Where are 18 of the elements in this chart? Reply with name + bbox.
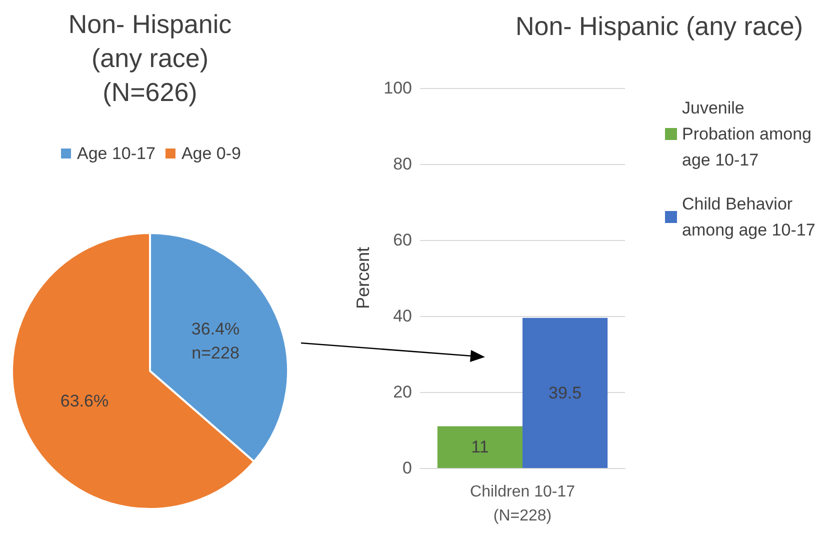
y-tick-label: 0 (402, 458, 412, 478)
legend-label: Juvenile Probation among age 10-17 (682, 98, 816, 170)
legend-label: Child Behavior among age 10-17 (682, 194, 816, 240)
chart-title: Non- Hispanic (any race) (515, 11, 804, 41)
y-axis-title: Percent (353, 246, 373, 310)
chart-title: Non- Hispanic (any race) (N=626) (68, 9, 232, 107)
legend-label: Age 0-9 (181, 144, 241, 163)
data-label: 39.5 (548, 383, 582, 402)
data-label: 11 (471, 438, 489, 457)
x-tick-label: Children 10-17 (N=228) (470, 484, 576, 524)
data-label: 63.6% (60, 391, 109, 410)
y-tick-label: 40 (393, 306, 412, 326)
y-tick-label: 100 (384, 78, 412, 98)
data-label: 36.4% n=228 (191, 320, 240, 363)
legend-label: Age 10-17 (77, 144, 156, 163)
y-tick-label: 80 (393, 154, 412, 174)
y-tick-label: 60 (393, 230, 412, 250)
y-tick-label: 20 (393, 382, 412, 402)
